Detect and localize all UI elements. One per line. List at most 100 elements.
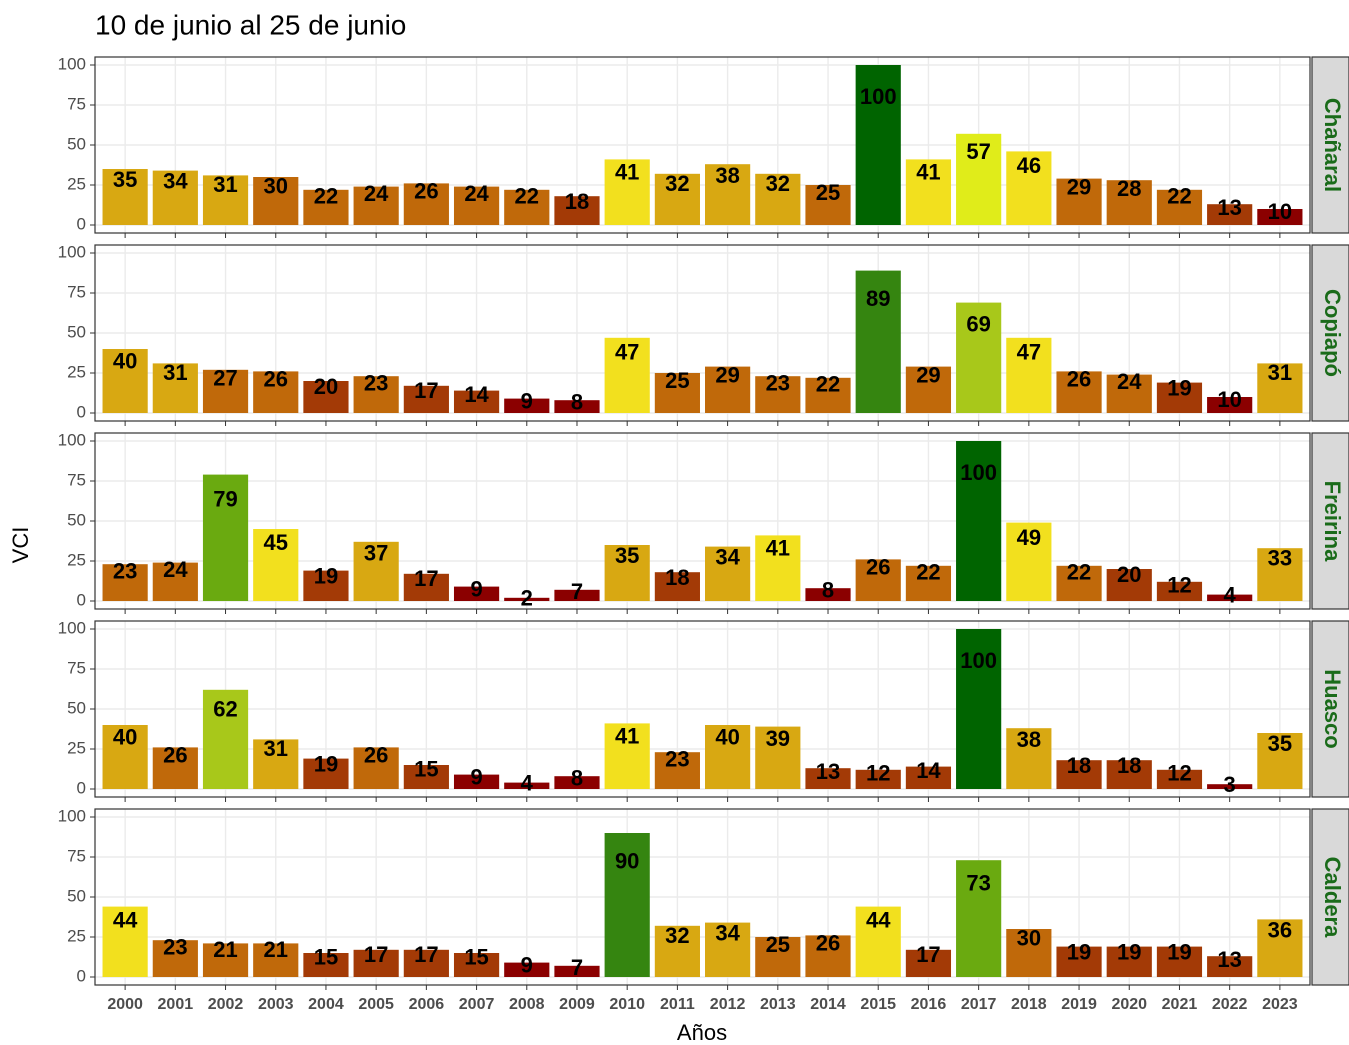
x-tick-label: 2004 xyxy=(308,996,344,1013)
bar xyxy=(504,189,550,225)
data-label: 26 xyxy=(816,931,840,956)
x-tick-label: 2001 xyxy=(158,996,194,1013)
x-tick-label: 2015 xyxy=(860,996,896,1013)
bar xyxy=(805,588,851,601)
x-tick-label: 2022 xyxy=(1212,996,1248,1013)
bar xyxy=(604,833,650,977)
data-label: 17 xyxy=(916,942,940,967)
y-tick-label: 0 xyxy=(77,402,86,421)
data-label: 17 xyxy=(364,942,388,967)
bar xyxy=(604,723,650,789)
data-label: 49 xyxy=(1017,525,1041,550)
bar xyxy=(855,769,901,789)
data-label: 26 xyxy=(163,743,187,768)
data-label: 8 xyxy=(571,390,583,415)
data-label: 9 xyxy=(470,576,482,601)
y-tick-label: 75 xyxy=(67,658,86,677)
bar xyxy=(102,906,148,977)
bar xyxy=(705,366,751,413)
data-label: 9 xyxy=(470,764,482,789)
data-label: 29 xyxy=(916,363,940,388)
bar xyxy=(202,689,249,789)
bar xyxy=(855,559,901,601)
bar xyxy=(654,572,700,601)
y-tick-label: 50 xyxy=(67,886,86,905)
y-tick-label: 100 xyxy=(58,806,86,825)
bar xyxy=(755,173,801,225)
data-label: 25 xyxy=(816,180,840,205)
data-label: 9 xyxy=(521,952,533,977)
bar xyxy=(1156,946,1203,977)
bar xyxy=(855,270,901,413)
bar xyxy=(152,170,198,225)
data-label: 40 xyxy=(113,349,137,374)
bar xyxy=(1257,548,1303,601)
data-label: 89 xyxy=(866,286,890,311)
data-label: 8 xyxy=(571,766,583,791)
x-tick-label: 2014 xyxy=(810,996,846,1013)
bar xyxy=(705,546,751,601)
bar xyxy=(353,949,399,977)
data-label: 57 xyxy=(966,139,990,164)
bar xyxy=(705,725,751,789)
bar xyxy=(102,169,148,225)
y-tick-label: 50 xyxy=(67,322,86,341)
bar xyxy=(303,381,349,413)
strip-label: Copiapó xyxy=(1320,289,1345,377)
data-label: 39 xyxy=(766,726,790,751)
bar xyxy=(1056,760,1102,789)
bar xyxy=(453,774,500,789)
data-label: 62 xyxy=(213,696,237,721)
y-tick-label: 100 xyxy=(58,618,86,637)
bar xyxy=(303,953,349,977)
bar xyxy=(202,943,249,977)
data-label: 37 xyxy=(364,540,388,565)
data-label: 23 xyxy=(766,370,790,395)
data-label: 22 xyxy=(1167,184,1191,209)
data-label: 15 xyxy=(314,945,338,970)
strip xyxy=(1311,432,1349,610)
bar xyxy=(554,196,600,225)
bar xyxy=(353,541,399,601)
bar xyxy=(554,589,600,601)
data-label: 17 xyxy=(414,378,438,403)
data-label: 32 xyxy=(665,171,689,196)
data-label: 15 xyxy=(414,757,438,782)
data-label: 19 xyxy=(1067,939,1091,964)
y-tick-label: 75 xyxy=(67,282,86,301)
data-label: 38 xyxy=(1017,727,1041,752)
bar xyxy=(1056,565,1102,601)
bar xyxy=(805,935,851,977)
data-label: 26 xyxy=(364,743,388,768)
data-label: 7 xyxy=(571,579,583,604)
bar xyxy=(303,189,349,225)
data-label: 23 xyxy=(364,370,388,395)
bar xyxy=(1207,594,1253,601)
x-tick-label: 2017 xyxy=(961,996,997,1013)
bar xyxy=(905,949,952,977)
bar xyxy=(152,940,198,977)
bar xyxy=(956,441,1002,601)
x-tick-label: 2008 xyxy=(509,996,545,1013)
data-label: 20 xyxy=(1117,562,1141,587)
data-label: 46 xyxy=(1017,153,1041,178)
y-tick-label: 0 xyxy=(77,214,86,233)
bar xyxy=(755,535,801,601)
y-tick-label: 25 xyxy=(67,362,86,381)
data-label: 32 xyxy=(665,923,689,948)
data-label: 27 xyxy=(213,365,237,390)
bar xyxy=(554,965,600,977)
data-label: 26 xyxy=(414,179,438,204)
bar xyxy=(353,747,399,789)
data-label: 31 xyxy=(1268,360,1292,385)
data-label: 8 xyxy=(822,578,834,603)
data-label: 28 xyxy=(1117,176,1141,201)
bar xyxy=(1257,919,1303,977)
bar xyxy=(855,65,901,225)
data-label: 23 xyxy=(113,558,137,583)
data-label: 17 xyxy=(414,566,438,591)
bar xyxy=(1006,728,1052,789)
bar xyxy=(1106,760,1152,789)
data-label: 29 xyxy=(1067,175,1091,200)
data-label: 29 xyxy=(715,363,739,388)
